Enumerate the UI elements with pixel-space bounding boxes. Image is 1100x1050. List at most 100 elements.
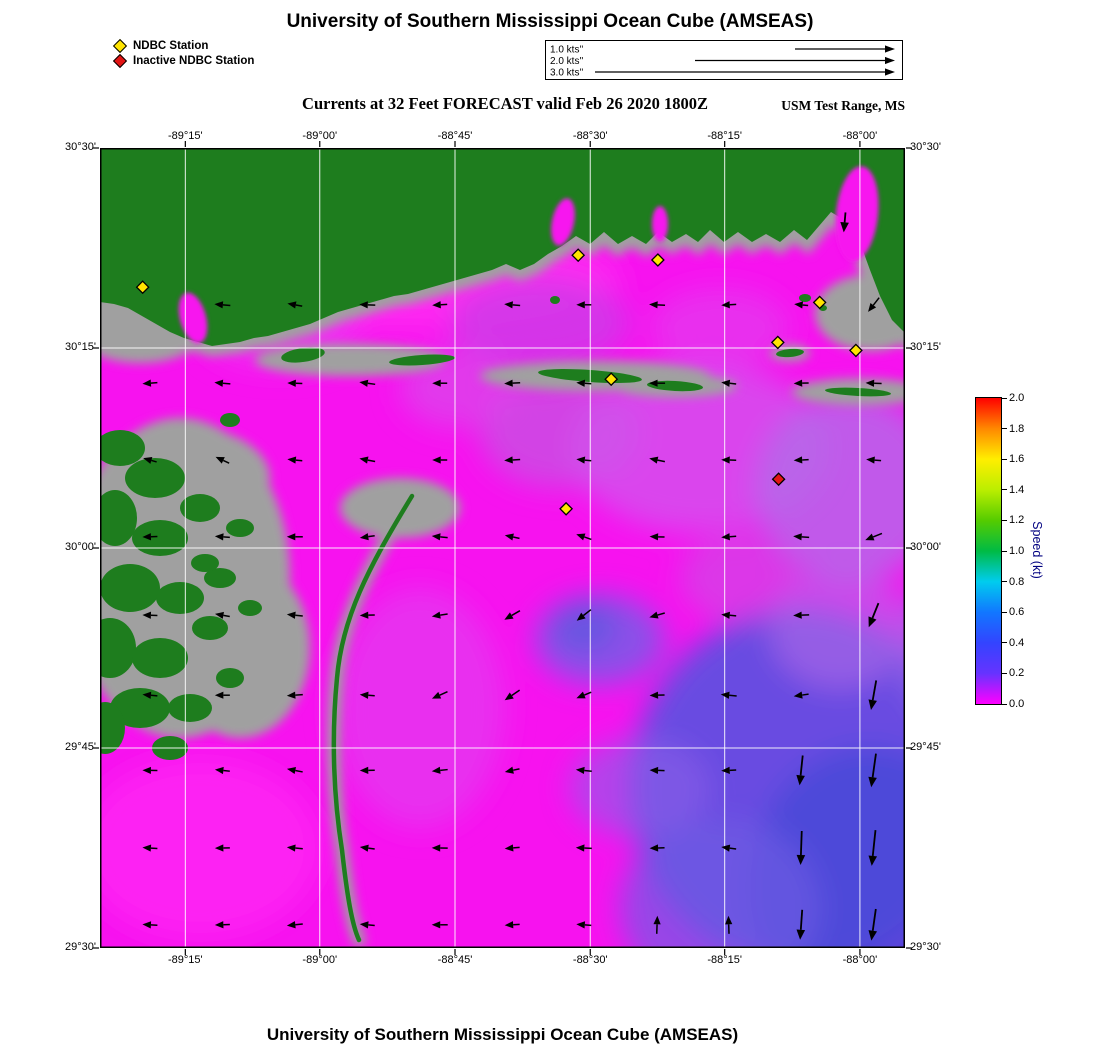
marsh-island [132,638,188,678]
colorbar-tick-mark [1002,703,1007,705]
legend-label: Inactive NDBC Station [133,55,255,67]
colorbar-tick-label: 0.4 [1009,636,1025,649]
current-arrow [721,379,737,387]
barrier-island [825,387,891,397]
speed-patch [450,278,630,368]
legend-inactive-ndbc-station: Inactive NDBC Station [112,53,255,69]
current-arrow [214,379,231,387]
current-arrow [649,379,666,387]
shallow-zone [110,428,270,528]
current-arrow [649,456,666,464]
marsh-island [100,490,137,546]
marsh-island [100,564,160,612]
current-arrow [649,301,666,309]
current-arrow [793,533,810,541]
current-arrow [359,921,375,929]
current-arrow [214,844,230,852]
current-arrow [359,301,376,309]
current-arrow [286,921,303,929]
bay-inlet [178,292,208,344]
current-arrow [793,456,809,464]
current-arrow [287,456,303,464]
current-arrow [649,611,665,619]
map-subtitle: Currents at 32 Feet FORECAST valid Feb 2… [302,94,708,113]
current-arrow [359,611,375,619]
station-legend: NDBC Station Inactive NDBC Station [112,38,255,69]
marsh-island [100,618,136,678]
current-arrow [720,691,737,699]
ndbc-station-marker [604,372,619,387]
speed-patch [552,600,616,652]
current-arrow [868,297,880,312]
current-arrow [431,766,448,774]
current-arrow [432,456,448,464]
current-arrow [287,379,303,387]
marsh-island [100,430,145,466]
colorbar-axis-label: Speed (kt) [1030,521,1044,579]
current-arrow [287,301,303,309]
current-arrow [214,533,230,541]
current-arrow [576,533,592,541]
legend-ndbc-station: NDBC Station [112,38,254,54]
current-arrow [142,611,158,619]
ndbc-station-marker [848,343,863,358]
current-arrow [431,921,448,929]
current-arrow [286,611,303,619]
current-arrow [865,379,882,387]
colorbar-tick-label: 1.6 [1009,453,1025,466]
barrier-island [550,296,560,304]
current-arrow [868,908,878,941]
marsh-island [204,568,236,588]
lon-tick-label: -89°00' [302,130,338,142]
marsh-island [238,600,262,616]
lat-tick-label: 30°15' [65,341,96,353]
colorbar-tick-mark [1002,428,1007,430]
speed-patch [770,568,905,688]
barrier-island [389,354,455,366]
current-arrow [504,689,521,701]
current-arrow [286,691,303,699]
scale-vector-head [885,56,895,65]
current-arrow [286,533,303,541]
current-arrow [431,691,448,699]
current-arrow [431,611,448,619]
current-arrow [868,753,877,788]
current-arrow [431,533,448,541]
ndbc-station-marker [135,280,150,295]
colorbar-tick-mark [1002,458,1007,460]
current-arrow [866,456,882,464]
marsh-island [132,520,188,556]
current-arrow [649,766,665,775]
current-arrow [504,921,520,929]
station-diamond-icon [112,38,128,54]
lon-tick-label: -88°30' [572,954,608,966]
current-arrow [504,533,520,541]
ndbc-station-marker [650,253,665,267]
current-arrow [142,533,158,541]
colorbar-tick-label: 0.2 [1009,667,1025,680]
lon-tick-label: -88°15' [707,130,742,142]
lat-tick-label: 30°15' [910,341,941,353]
lon-tick-label: -88°30' [572,130,608,142]
current-arrow [865,532,883,541]
colorbar-tick-mark [1002,672,1007,674]
current-arrow [840,212,849,233]
colorbar-tick-label: 1.8 [1009,422,1025,435]
current-arrow [504,766,520,774]
barrier-island [776,348,804,358]
station-diamond-icon [112,53,128,69]
current-arrow [215,456,230,464]
speed-patch [680,533,800,623]
current-arrow [721,533,737,541]
current-arrow [649,844,665,852]
colorbar-tick-mark [1002,489,1007,491]
colorbar-tick-label: 0.6 [1009,606,1025,619]
lat-tick-label: 29°45' [910,741,941,753]
current-arrow [576,609,592,621]
current-arrow [214,691,230,699]
colorbar: 2.0 1.8 1.6 1.4 1.2 1.0 0.8 0.6 0.4 0.2 0.0 Speed … [975,392,1070,710]
marsh-island [168,694,212,722]
current-vectors [142,212,883,941]
current-arrow [286,844,303,852]
scale-vector-head [885,68,895,76]
